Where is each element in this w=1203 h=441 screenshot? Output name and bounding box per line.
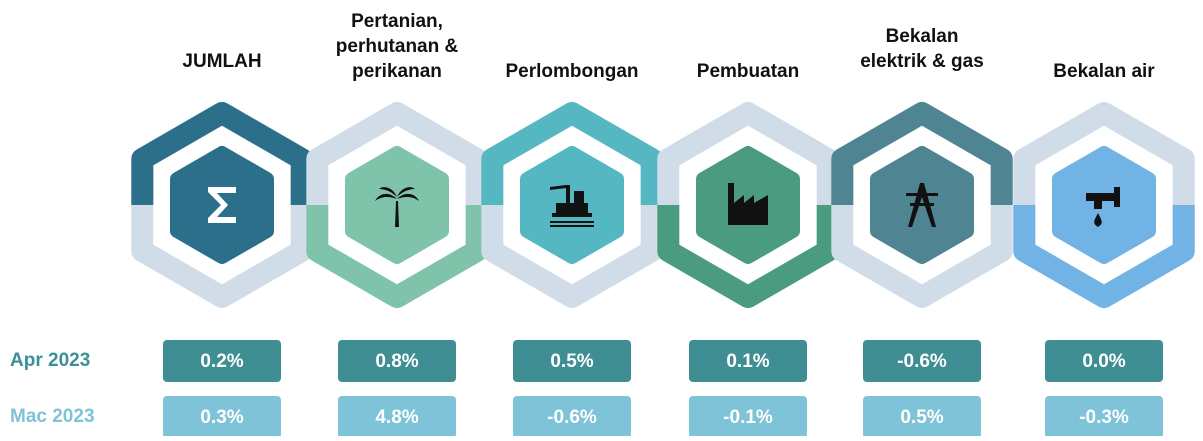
sector-icon [1086,187,1120,227]
sector-title: Pertanian, [351,11,443,32]
value-label: -0.6% [547,407,597,428]
value-label: 0.5% [550,351,593,372]
value-box [1045,340,1163,382]
value-box [689,340,807,382]
value-box [163,396,281,438]
value-label: 0.0% [1082,351,1125,372]
value-box [513,340,631,382]
value-box [338,396,456,438]
hex-ring-accent [306,205,488,308]
sector-icon [906,183,938,227]
sector-title: Perlombongan [505,61,638,82]
hex-ring-accent [131,102,313,205]
sector-title: perhutanan & [336,36,459,57]
value-box [863,396,981,438]
hex-ring-accent [657,205,839,308]
value-label: 0.3% [200,407,243,428]
value-box [338,340,456,382]
sector-title: JUMLAH [182,51,261,72]
value-label: -0.3% [1079,407,1129,428]
sector: JUMLAH 0.2% 0.3% [131,51,313,438]
sector: Pertanian, perhutanan & perikanan 0.8% 4.8% [306,11,488,438]
row-label: Apr 2023 [10,350,90,371]
sector-icon [375,187,419,227]
sector: Bekalan air 0.0% -0.3% [1013,61,1195,438]
value-label: 4.8% [375,407,418,428]
value-label: 0.8% [375,351,418,372]
sector-icon [728,183,768,225]
sector-title: Pembuatan [697,61,799,82]
sector: Perlombongan 0.5% -0.6% [481,61,663,438]
sector-title: perikanan [352,61,442,82]
sector-title: Bekalan air [1053,61,1155,82]
value-box [513,396,631,438]
value-box [863,340,981,382]
sector: Bekalan elektrik & gas -0.6% 0.5% [831,26,1013,438]
hex-inner [1052,146,1156,264]
hex-ring-accent [1013,205,1195,308]
value-label: 0.2% [200,351,243,372]
value-label: -0.6% [897,351,947,372]
sector-title: Bekalan [886,26,959,47]
hex-ring-accent [831,102,1013,205]
value-label: 0.1% [726,351,769,372]
sector-icon [550,185,594,227]
value-label: -0.1% [723,407,773,428]
value-box [163,340,281,382]
sector-icon [208,187,236,223]
value-box [1045,396,1163,438]
sector-title: elektrik & gas [860,51,984,72]
row-label: Mac 2023 [10,406,95,427]
hex-ring-accent [481,102,663,205]
sector: Pembuatan 0.1% -0.1% [657,61,839,438]
value-label: 0.5% [900,407,943,428]
value-box [689,396,807,438]
